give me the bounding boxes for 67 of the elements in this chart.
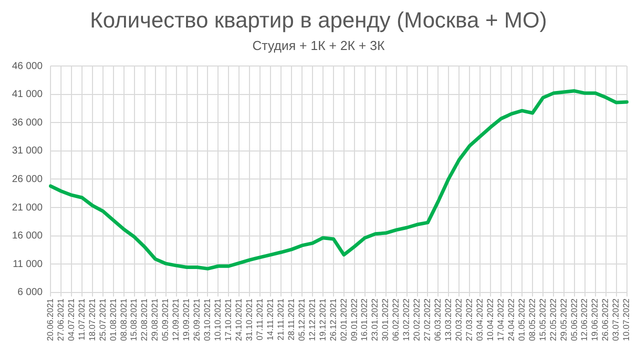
x-tick-label: 27.03.2022 [464, 298, 474, 342]
x-tick-label: 10.04.2022 [484, 298, 495, 342]
x-tick-label: 20.03.2022 [454, 298, 464, 342]
x-tick-label: 20.06.2021 [44, 298, 55, 342]
x-tick-label: 24.10.2021 [234, 298, 244, 342]
x-tick-label: 21.11.2021 [275, 298, 286, 340]
x-tick-label: 12.12.2021 [306, 298, 317, 342]
x-tick-label: 26.09.2021 [192, 298, 202, 342]
x-tick-label: 23.01.2022 [370, 298, 380, 342]
x-tick-label: 14.11.2021 [264, 298, 275, 340]
x-tick-label: 02.01.2022 [338, 298, 348, 342]
x-tick-label: 24.04.2022 [506, 298, 516, 342]
x-tick-label: 03.04.2022 [474, 298, 484, 342]
x-tick-label: 10.07.2022 [621, 298, 632, 342]
x-tick-label: 15.05.2022 [537, 298, 548, 342]
y-tick-label: 41 000 [12, 89, 44, 100]
x-tick-label: 15.08.2021 [128, 298, 139, 342]
x-tick-label: 25.07.2021 [97, 298, 108, 342]
x-tick-label: 31.10.2021 [244, 298, 254, 342]
y-tick-label: 6 000 [18, 287, 44, 298]
y-tick-label: 16 000 [12, 230, 44, 242]
x-tick-label: 13.03.2022 [443, 298, 454, 342]
x-tick-label: 29.08.2021 [150, 298, 160, 342]
x-tick-label: 26.12.2021 [328, 298, 338, 342]
x-tick-label: 01.05.2022 [516, 298, 526, 342]
x-tick-label: 01.08.2021 [108, 298, 118, 342]
x-tick-label: 19.09.2021 [181, 298, 192, 342]
x-tick-label: 30.01.2022 [380, 298, 390, 342]
x-tick-label: 20.02.2022 [412, 298, 422, 342]
x-tick-label: 28.11.2021 [286, 298, 296, 340]
x-tick-label: 07.11.2021 [254, 298, 264, 340]
x-tick-label: 19.12.2021 [317, 298, 328, 342]
x-tick-label: 08.08.2021 [118, 298, 128, 342]
y-tick-label: 36 000 [12, 117, 44, 128]
y-tick-label: 31 000 [12, 146, 44, 157]
y-tick-label: 21 000 [12, 202, 44, 214]
x-tick-label: 22.05.2022 [548, 298, 558, 342]
chart-subtitle: Студия + 1К + 2К + 3К [252, 38, 386, 53]
x-tick-label: 22.08.2021 [139, 298, 150, 342]
x-tick-label: 11.07.2021 [76, 298, 86, 340]
x-tick-label: 27.02.2022 [422, 298, 432, 342]
y-tick-label: 46 000 [12, 60, 44, 72]
x-tick-label: 03.07.2022 [610, 298, 621, 342]
x-tick-label: 13.02.2022 [401, 298, 412, 342]
x-tick-label: 06.03.2022 [432, 298, 443, 342]
x-tick-label: 17.10.2021 [223, 298, 234, 342]
chart-title: Количество квартир в аренду (Москва + МО) [90, 7, 547, 32]
x-tick-label: 05.06.2022 [568, 298, 579, 342]
x-tick-label: 05.09.2021 [160, 298, 170, 342]
x-tick-label: 16.01.2022 [359, 298, 370, 342]
x-tick-label: 05.12.2021 [296, 298, 306, 342]
x-tick-label: 03.10.2021 [202, 298, 212, 342]
x-tick-label: 19.06.2022 [590, 298, 600, 342]
y-tick-label: 26 000 [12, 174, 44, 185]
x-tick-label: 04.07.2021 [66, 298, 76, 342]
x-tick-label: 10.10.2021 [212, 298, 223, 342]
y-tick-label: 11 000 [12, 258, 44, 270]
x-tick-label: 17.04.2022 [495, 298, 506, 342]
x-tick-label: 29.05.2022 [558, 298, 568, 342]
x-tick-label: 06.02.2022 [390, 298, 401, 342]
x-tick-label: 26.06.2022 [600, 298, 610, 342]
x-tick-label: 18.07.2021 [86, 298, 97, 342]
x-tick-label: 08.05.2022 [526, 298, 537, 342]
x-tick-label: 12.06.2022 [579, 298, 590, 342]
x-tick-label: 09.01.2022 [348, 298, 359, 342]
x-tick-label: 27.06.2021 [55, 298, 66, 342]
x-tick-label: 12.09.2021 [170, 298, 181, 342]
